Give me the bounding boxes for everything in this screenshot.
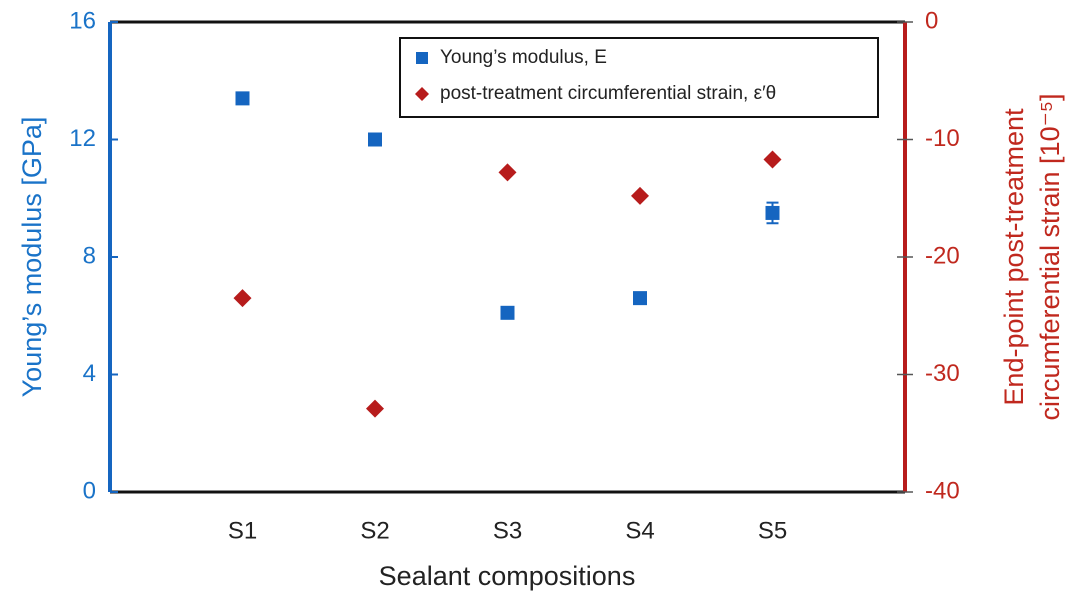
point — [633, 291, 647, 306]
legend-marker — [416, 52, 428, 64]
point — [500, 305, 515, 320]
y2-axis-title: circumferential strain [10⁻⁵] — [1035, 93, 1065, 420]
y-tick-label: 12 — [69, 125, 96, 152]
y2-axis-title: End-point post-treatment — [999, 108, 1029, 406]
point — [765, 205, 780, 220]
point — [366, 399, 384, 418]
x-tick-label: S1 — [228, 517, 257, 544]
y2-tick-label: -20 — [925, 242, 960, 269]
y-tick-label: 0 — [83, 477, 96, 504]
y2-tick-label: 0 — [925, 7, 938, 34]
y2-tick-label: -10 — [925, 125, 960, 152]
x-axis-title: Sealant compositions — [379, 561, 636, 591]
legend-label: post-treatment circumferential strain, ε… — [440, 83, 776, 104]
x-tick-label: S4 — [625, 517, 654, 544]
y-axis-title: Young’s modulus [GPa] — [17, 117, 47, 398]
x-tick-label: S3 — [493, 517, 522, 544]
y-tick-label: 16 — [69, 7, 96, 34]
y2-tick-label: -40 — [925, 477, 960, 504]
legend-marker — [415, 87, 429, 101]
point — [763, 150, 782, 169]
x-tick-label: S2 — [360, 517, 389, 544]
y-tick-label: 4 — [83, 360, 96, 387]
point — [233, 289, 252, 308]
point — [631, 186, 649, 205]
legend-box — [399, 37, 879, 118]
y-tick-label: 8 — [83, 242, 96, 269]
legend-label: Young’s modulus, E — [440, 47, 607, 68]
x-tick-label: S5 — [758, 517, 787, 544]
y2-tick-label: -30 — [925, 360, 960, 387]
point — [498, 163, 517, 182]
point — [368, 132, 382, 147]
point — [235, 91, 250, 106]
